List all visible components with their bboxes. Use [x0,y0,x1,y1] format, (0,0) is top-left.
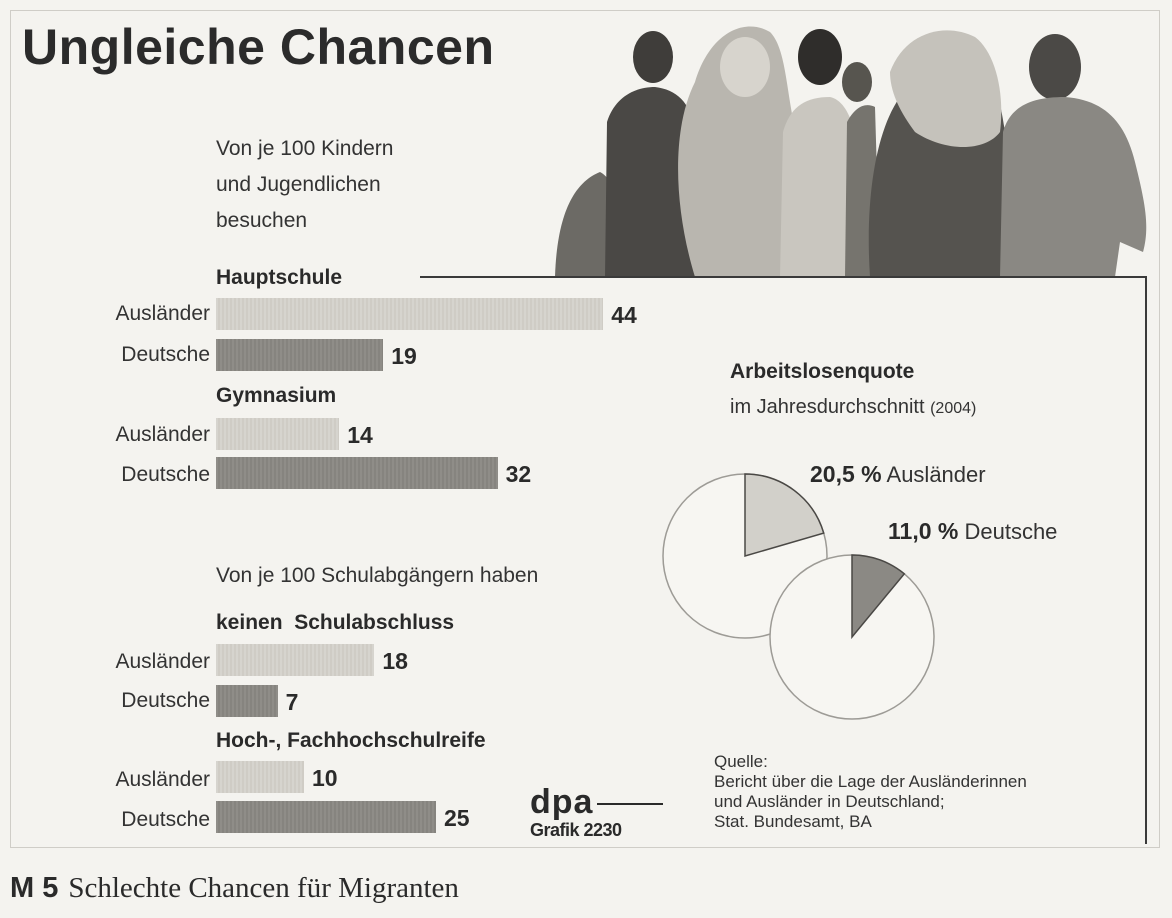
group-heading: Hoch-, Fachhochschulreife [216,729,486,752]
bar [216,761,304,793]
source-line: Bericht über die Lage der Ausländerinnen [714,772,1027,791]
pie-title: Arbeitslosenquote [730,360,915,383]
pie-label-value: 11,0 % [888,518,959,544]
pie-label-name: Ausländer [886,462,986,487]
value-label: 7 [285,689,299,715]
value-label: 19 [391,343,417,369]
pie-label-auslaender: 20,5 % Ausländer [810,461,986,488]
bar [216,418,340,450]
intro-top-line: und Jugendlichen [216,173,381,196]
pie-label-name: Deutsche [964,519,1058,544]
bar [216,644,375,676]
row-label: Deutsche [121,689,210,712]
pie-subtitle: im Jahresdurchschnitt (2004) [730,396,976,419]
row-label: Ausländer [115,302,210,325]
pie-slice-auslaender [744,473,825,557]
dpa-logo: dpa Grafik 2230 [530,783,664,841]
pie-subtitle-text: im Jahresdurchschnitt [730,396,925,418]
row-label: Deutsche [121,343,210,366]
frame-rule-vertical [1145,276,1147,844]
source-line: Quelle: [714,752,768,771]
group-heading: Gymnasium [216,384,337,407]
value-label: 44 [611,302,637,328]
value-label: 32 [505,461,532,487]
caption-label: M 5 [10,872,59,904]
chart-title: Ungleiche Chancen [22,19,495,75]
crowd-photo [555,26,1147,277]
intro-top-line: Von je 100 Kindern [216,137,394,160]
value-label: 18 [382,648,408,674]
pie-label-deutsche: 11,0 % Deutsche [888,518,1057,545]
source-line: und Ausländer in Deutschland; [714,792,945,811]
frame-rule-horizontal [420,276,1146,278]
row-label: Ausländer [115,650,210,673]
row-label: Deutsche [121,463,210,486]
group-heading: keinen Schulabschluss [216,611,455,634]
pie-charts [662,473,935,720]
bar [216,339,384,371]
intro-top-line: besuchen [216,209,308,232]
row-label: Ausländer [115,423,210,446]
value-label: 10 [312,765,338,791]
bar [216,801,436,833]
source-note: Quelle: Bericht über die Lage der Auslän… [714,752,1027,832]
figure-caption: M 5 Schlechte Chancen für Migranten [10,872,459,905]
bar [216,457,498,489]
pie-slice-deutsche [851,554,906,640]
value-label: 25 [444,805,470,831]
dpa-mark: dpa [530,783,594,821]
bar [216,685,278,717]
source-line: Stat. Bundesamt, BA [714,812,872,831]
row-label: Ausländer [115,768,210,791]
intro-top: Von je 100 Kindern und Jugendlichen besu… [216,131,393,239]
bar [216,298,604,330]
pie-subtitle-year: (2004) [930,400,977,417]
row-label: Deutsche [121,808,210,831]
dpa-graphic-number: Grafik 2230 [530,820,622,840]
dpa-rule [597,803,664,806]
value-label: 14 [347,422,373,448]
pie-label-value: 20,5 % [810,461,882,487]
caption-text: Schlechte Chancen für Migranten [68,872,459,904]
graphic-frame [10,10,1160,848]
intro-bottom: Von je 100 Schulabgängern haben [216,564,539,587]
group-heading: Hauptschule [216,266,343,289]
